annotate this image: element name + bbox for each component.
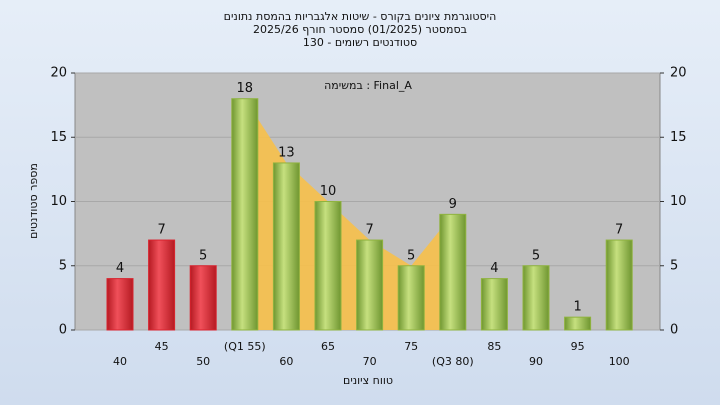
bar — [272, 162, 300, 331]
data-label: 5 — [199, 248, 207, 263]
y2-tick-label: 0 — [670, 323, 678, 338]
data-label: 18 — [237, 81, 254, 96]
chart-title: היסטוגרמת ציונים בקורס - שיטות אלגבריות … — [224, 10, 497, 23]
bar — [522, 265, 550, 331]
chart-subtitle: סטודנטים רשומים - 130 — [303, 36, 417, 49]
bar — [231, 98, 259, 331]
data-label: 1 — [573, 300, 581, 315]
x-tick-label: 40 — [113, 355, 127, 368]
data-label: 5 — [532, 248, 540, 263]
y-tick-label: 15 — [50, 130, 67, 145]
y-tick-label: 5 — [59, 258, 67, 273]
data-label: 13 — [278, 145, 295, 160]
data-label: 7 — [157, 223, 165, 238]
x-tick-label: 50 — [196, 355, 210, 368]
x-tick-label: 75 — [404, 340, 418, 353]
bar — [439, 213, 467, 331]
data-label: 4 — [490, 261, 498, 276]
x-tick-label: (Q3 80) — [432, 355, 474, 368]
y2-tick-label: 15 — [670, 130, 687, 145]
x-tick-label: (Q1 55) — [224, 340, 266, 353]
x-axis-label: טווח ציונים — [343, 374, 393, 387]
bar — [314, 201, 342, 331]
x-tick-label: 95 — [571, 340, 585, 353]
y2-tick-label: 10 — [670, 194, 687, 209]
data-label: 5 — [407, 248, 415, 263]
x-tick-label: 90 — [529, 355, 543, 368]
y-tick-label: 10 — [50, 194, 67, 209]
bar — [397, 265, 425, 331]
x-tick-label: 45 — [155, 340, 169, 353]
bar — [189, 265, 217, 331]
data-label: 7 — [365, 223, 373, 238]
data-label: 10 — [320, 184, 337, 199]
x-tick-label: 65 — [321, 340, 335, 353]
y-tick-label: 0 — [59, 323, 67, 338]
data-label: 7 — [615, 223, 623, 238]
bar — [564, 316, 592, 331]
x-tick-label: 85 — [487, 340, 501, 353]
bar — [148, 239, 176, 331]
chart-subtitle: בסמסטר (01/2025) סמסטר חורף 2025/26 — [253, 23, 467, 36]
bar — [605, 239, 633, 331]
data-label: 9 — [449, 197, 457, 212]
y-tick-label: 20 — [50, 66, 67, 81]
x-tick-label: 100 — [609, 355, 630, 368]
y2-tick-label: 20 — [670, 66, 687, 81]
bar — [480, 278, 508, 331]
bar — [106, 278, 134, 331]
x-tick-label: 60 — [279, 355, 293, 368]
annotation: במשימה : Final_A — [324, 79, 412, 92]
y-axis-label: מספר סטודנטים — [27, 163, 40, 239]
data-label: 4 — [116, 261, 124, 276]
x-tick-label: 70 — [363, 355, 377, 368]
bar — [356, 239, 384, 331]
y2-tick-label: 5 — [670, 258, 678, 273]
